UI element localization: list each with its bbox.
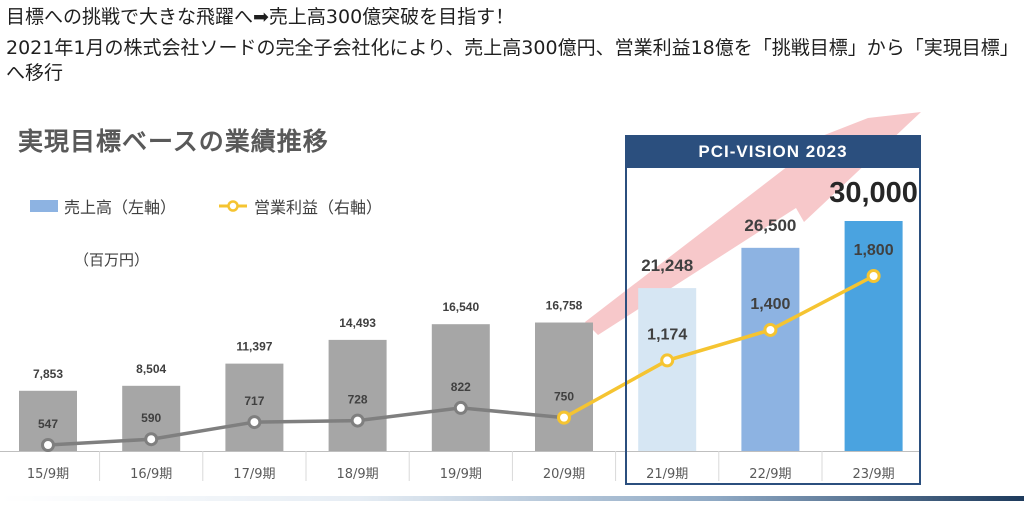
profit-point [866,269,881,283]
sales-bar [328,339,387,451]
sales-bar [431,324,490,451]
sales-value-label: 16,758 [546,299,583,313]
sales-bar [535,322,593,451]
sales-value-label: 30,000 [829,177,918,209]
x-tick-label: 17/9期 [233,467,275,482]
x-tick-label: 19/9期 [440,467,482,482]
vision-header: PCI-VISION 2023 [625,135,921,168]
profit-value-label: 1,800 [854,242,894,259]
legend-label-profit: 営業利益（右軸） [254,198,383,217]
profit-value-label: 750 [554,390,574,404]
profit-point [453,400,468,415]
profit-point [247,415,262,430]
x-tick-label: 23/9期 [852,467,894,482]
sales-value-label: 8,504 [136,362,166,376]
sales-value-label: 11,397 [236,340,272,354]
profit-value-label: 1,174 [647,326,687,343]
headline: 目標への挑戦で大きな飛躍へ➡売上高300億突破を目指す！ [6,6,515,28]
legend-line-swatch [219,200,247,212]
profit-point [763,322,778,337]
sales-value-label: 14,493 [339,316,376,330]
profit-value-label: 590 [141,411,161,425]
profit-value-label: 728 [348,393,368,407]
x-tick-label: 16/9期 [130,467,172,482]
sales-bar [741,247,800,451]
x-tick-label: 15/9期 [27,467,69,482]
vision-box [625,135,921,485]
legend-item-profit: 営業利益（右軸） [218,194,382,218]
profit-point [41,438,55,452]
sales-value-label: 16,540 [442,300,479,314]
unit-label: （百万円） [74,251,150,269]
legend-label-sales: 売上高（左軸） [64,198,177,217]
legend-bar-swatch [30,200,58,212]
subheadline: 2021年1月の株式会社ソードの完全子会社化により、売上高300億円、営業利益1… [6,37,1010,84]
profit-point [557,410,571,425]
x-tick-label: 22/9期 [749,467,791,482]
x-tick-label: 21/9期 [646,467,688,482]
profit-value-label: 547 [38,417,58,431]
legend-item-sales: 売上高（左軸） [30,194,176,218]
sales-bar [225,363,284,451]
x-tick-label: 20/9期 [543,467,585,482]
profit-line-actual [47,406,565,447]
sales-value-label: 7,853 [33,367,63,381]
x-tick-label: 18/9期 [336,467,378,482]
profit-value-label: 1,400 [750,296,790,313]
profit-line-target [563,274,875,420]
sales-value-label: 21,248 [641,256,693,275]
profit-value-label: 822 [451,380,471,394]
profit-point [144,432,159,447]
profit-point [350,413,365,428]
chart-title: 実現目標ベースの業績推移 [18,127,329,156]
sales-bar [844,221,903,451]
sales-value-label: 26,500 [744,216,796,235]
profit-value-label: 717 [244,394,264,408]
bottom-gradient-bar [0,496,1024,501]
profit-point [660,353,675,368]
